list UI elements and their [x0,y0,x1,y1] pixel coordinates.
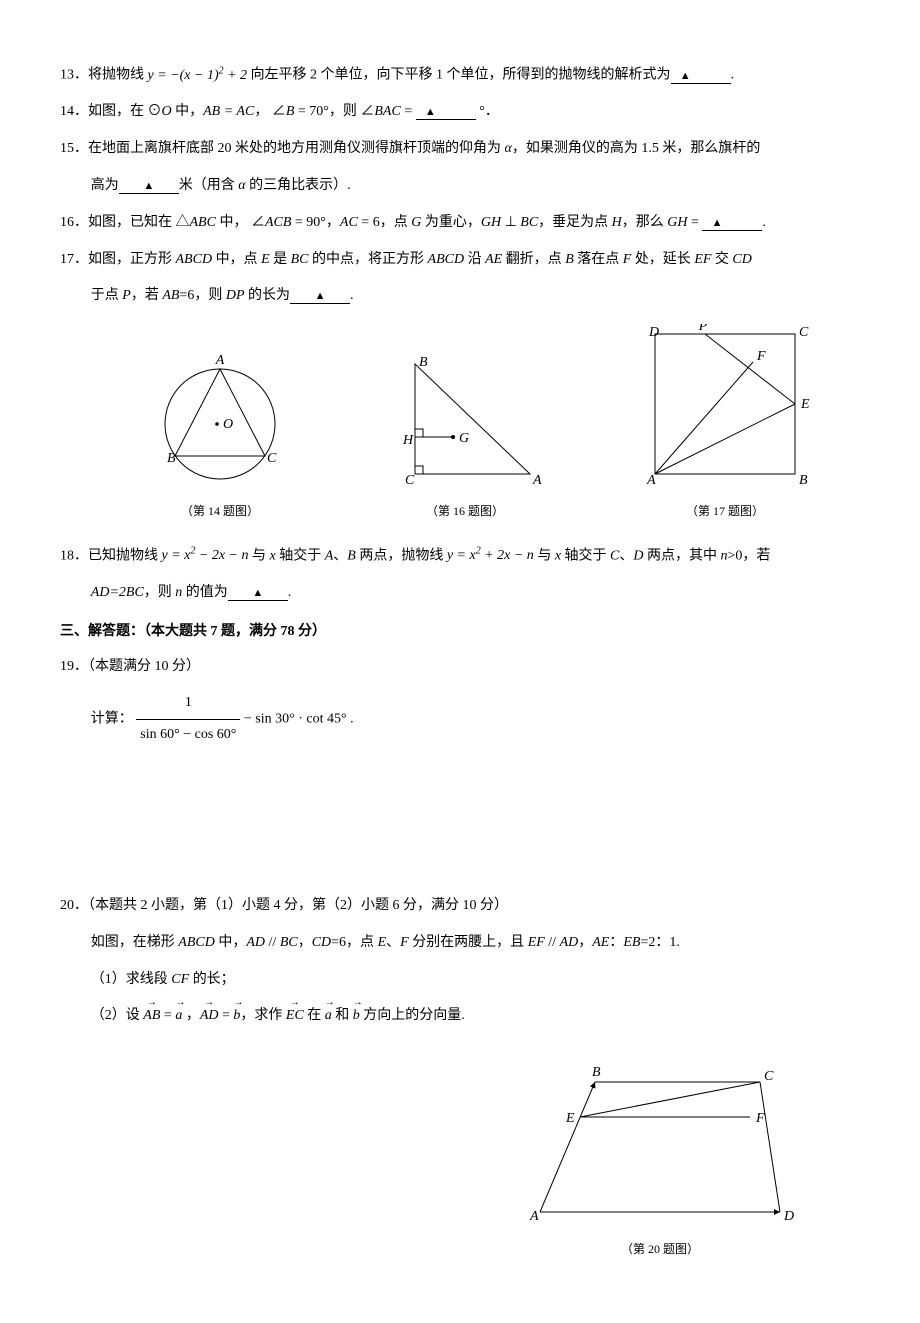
q20-num: 20． [60,898,88,913]
q18-num: 18． [60,548,88,563]
svg-text:B: B [799,473,808,488]
figure-17-caption: （第 17 题图） [686,498,764,524]
q19-num: 19． [60,659,88,674]
svg-text:D: D [783,1209,794,1224]
q16-num: 16． [60,215,88,230]
question-20-line1: 如图，在梯形 ABCD 中，AD // BC，CD=6，点 E、F 分别在两腰上… [60,928,860,959]
question-20: 20．（本题共 2 小题，第（1）小题 4 分，第（2）小题 6 分，满分 10… [60,891,860,922]
svg-text:G: G [459,431,469,446]
blank-18: ▲ [228,586,288,601]
blank-14: ▲ [416,105,476,120]
svg-text:C: C [267,451,277,466]
figure-17-svg: D P C F E A B [635,324,815,494]
question-18-line2: AD=2BC，则 n 的值为▲. [60,578,860,609]
question-20-sub2: （2）设 AB = a ，AD = b，求作 EC 在 a 和 b 方向上的分向… [60,1001,860,1032]
question-19-formula: 计算： 1 sin 60° − cos 60° − sin 30° · cot … [60,688,860,751]
figure-16-svg: B H G C A [385,354,545,494]
svg-text:C: C [799,325,809,340]
svg-text:C: C [764,1069,774,1084]
figures-row: A B C O （第 14 题图） B H G C A （第 16 题图） [60,324,860,524]
question-20-sub1: （1）求线段 CF 的长； [60,965,860,996]
q17-num: 17． [60,252,88,267]
figure-17: D P C F E A B （第 17 题图） [635,324,815,524]
svg-text:B: B [167,451,176,466]
svg-text:B: B [419,355,428,370]
question-15: 15．在地面上离旗杆底部 20 米处的地方用测角仪测得旗杆顶端的仰角为 α，如果… [60,134,860,165]
blank-13: ▲ [671,69,731,84]
question-19: 19．（本题满分 10 分） [60,652,860,683]
question-14: 14．如图，在 ⊙O 中，AB = AC， ∠B = 70°，则 ∠BAC = … [60,97,860,128]
figure-16: B H G C A （第 16 题图） [385,354,545,524]
figure-20-svg: B C E F A D [520,1062,800,1232]
svg-text:A: A [215,353,225,368]
question-17: 17．如图，正方形 ABCD 中，点 E 是 BC 的中点，将正方形 ABCD … [60,245,860,276]
q15-num: 15． [60,141,88,156]
svg-text:F: F [755,1111,765,1126]
question-16: 16．如图，已知在 △ABC 中， ∠ACB = 90°，AC = 6，点 G … [60,208,860,239]
svg-text:B: B [592,1065,601,1080]
figure-20-caption: （第 20 题图） [621,1236,699,1262]
figure-14-svg: A B C O [145,344,295,494]
svg-text:E: E [800,397,810,412]
svg-text:A: A [532,473,542,488]
blank-16: ▲ [702,216,762,231]
fraction: 1 sin 60° − cos 60° [136,688,240,751]
q14-num: 14． [60,104,88,119]
section-3-title: 三、解答题：（本大题共 7 题，满分 78 分） [60,617,860,648]
svg-text:A: A [529,1209,539,1224]
blank-17: ▲ [290,289,350,304]
svg-text:E: E [565,1111,575,1126]
figure-20: B C E F A D （第 20 题图） [520,1062,800,1262]
blank-15: ▲ [119,179,179,194]
svg-text:P: P [698,324,708,334]
svg-text:O: O [223,417,233,432]
figure-16-caption: （第 16 题图） [426,498,504,524]
question-18: 18．已知抛物线 y = x2 − 2x − n 与 x 轴交于 A、B 两点，… [60,541,860,572]
figure-14-caption: （第 14 题图） [181,498,259,524]
figure-14: A B C O （第 14 题图） [145,344,295,524]
svg-text:A: A [646,473,656,488]
svg-text:F: F [756,349,766,364]
svg-text:H: H [402,433,414,448]
svg-text:D: D [648,325,659,340]
question-15-line2: 高为▲米（用含 α 的三角比表示）. [60,171,860,202]
svg-text:C: C [405,473,415,488]
q13-num: 13． [60,68,88,83]
question-17-line2: 于点 P，若 AB=6，则 DP 的长为▲. [60,281,860,312]
question-13: 13．将抛物线 y = −(x − 1)2 + 2 向左平移 2 个单位，向下平… [60,60,860,91]
